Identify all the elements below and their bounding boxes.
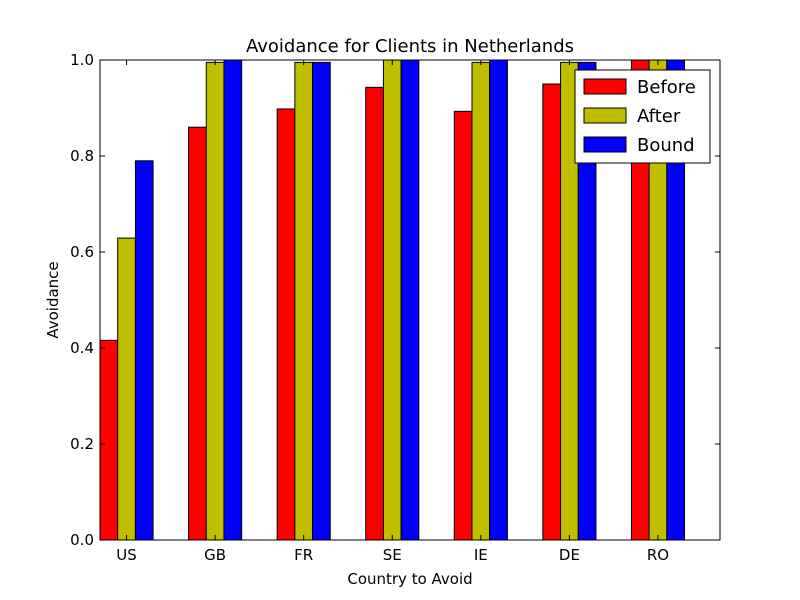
y-tick-label: 0.0 [70,531,94,549]
bar-before-gb [188,126,207,541]
x-axis-ticks: US GB FR SE IE DE RO [116,60,669,564]
y-axis-ticks: 0.0 0.2 0.4 0.6 0.8 1.0 [70,51,720,549]
bar-bound-ie [489,59,508,541]
bar-after-se [382,59,402,541]
bar-bound-us [134,160,154,541]
bar-before-fr [276,108,296,541]
x-tick-label: US [116,546,137,564]
legend: Before After Bound [574,69,711,164]
y-tick-label: 0.2 [70,435,94,453]
bar-after-us [117,237,136,541]
bar-bound-fr [312,61,331,541]
legend-label-bound: Bound [637,135,695,156]
legend-label-before: Before [637,77,696,98]
legend-swatch-after [583,107,627,124]
bar-before-se [365,86,384,541]
y-tick-label: 0.6 [70,243,94,261]
bar-bound-se [400,59,420,541]
bar-before-us [99,339,119,541]
plot-frame [99,59,721,541]
x-axis-label: Country to Avoid [347,570,472,588]
y-tick-label: 0.4 [70,339,94,357]
y-axis-label: Avoidance [44,261,62,338]
bar-before-ie [453,110,473,541]
legend-label-after: After [637,106,681,127]
bar-after-fr [294,61,314,541]
y-tick-label: 1.0 [70,51,94,69]
x-tick-label: SE [383,546,402,564]
legend-swatch-before [583,78,627,95]
bar-bound-gb [223,59,243,541]
x-tick-label: FR [294,546,313,564]
x-tick-label: IE [474,546,488,564]
x-tick-label: GB [204,546,226,564]
legend-swatch-bound [583,136,627,153]
bar-before-de [542,83,562,541]
bar-after-gb [205,61,225,541]
y-tick-label: 0.8 [70,147,94,165]
x-tick-label: RO [647,546,669,564]
bar-after-ie [471,61,491,541]
x-tick-label: DE [559,546,580,564]
plot-area [99,59,721,541]
chart-title: Avoidance for Clients in Netherlands [246,36,574,57]
